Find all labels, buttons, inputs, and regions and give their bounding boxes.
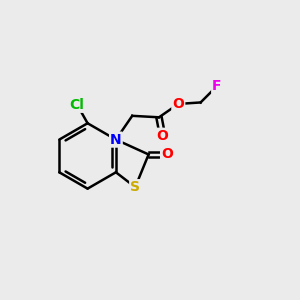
Text: O: O <box>172 97 184 111</box>
Text: Cl: Cl <box>70 98 85 112</box>
Text: N: N <box>110 133 122 147</box>
Text: O: O <box>157 129 169 143</box>
Text: F: F <box>212 79 222 93</box>
Text: S: S <box>130 180 140 194</box>
Text: O: O <box>161 148 173 161</box>
